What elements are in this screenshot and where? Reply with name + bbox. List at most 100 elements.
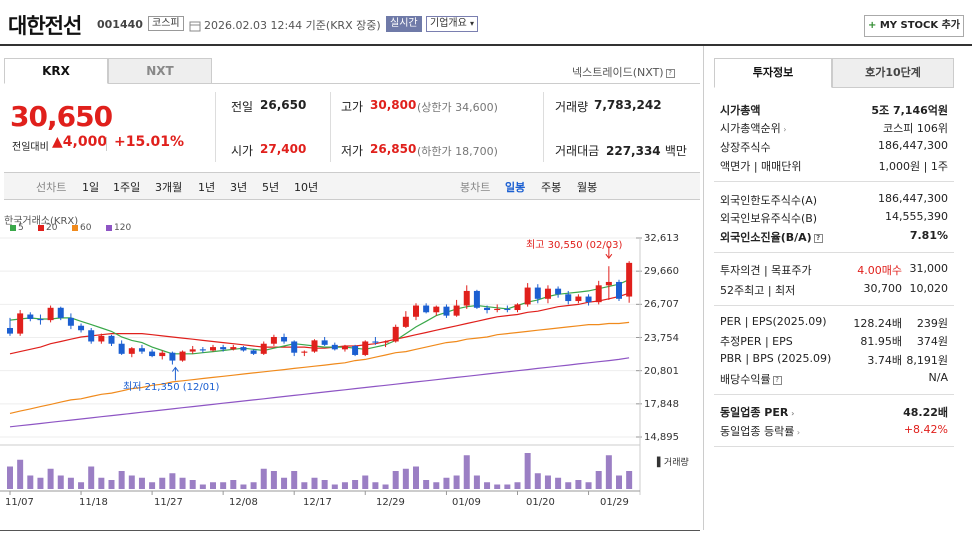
change-label: 전일대비 xyxy=(12,142,49,153)
volume-bar xyxy=(534,473,541,489)
volume-bar xyxy=(585,482,592,489)
info-row: PBR | BPS (2025.09) 3.74배 8,191원 xyxy=(720,352,948,367)
quote-datetime: 2026.02.03 12:44 기준(KRX 장중) xyxy=(204,19,381,32)
candle-body xyxy=(341,345,348,350)
period-3y[interactable]: 3년 xyxy=(230,181,248,194)
candle-body xyxy=(17,313,24,334)
low-annotation: 최저 21,350 (12/01) xyxy=(123,382,220,393)
candle-body xyxy=(67,317,74,326)
volume-bar xyxy=(128,475,135,489)
realtime-button[interactable]: 실시간 xyxy=(386,16,422,32)
candle-body xyxy=(463,290,470,306)
low-value: 26,850 xyxy=(370,142,417,156)
volume-bar xyxy=(159,477,166,489)
volume-bar xyxy=(78,482,85,489)
candle-body xyxy=(433,306,440,313)
period-5y[interactable]: 5년 xyxy=(262,181,280,194)
info-row[interactable]: 동일업종 PER › 48.22배 xyxy=(720,406,948,419)
volume-bar xyxy=(301,482,308,489)
candle-body xyxy=(98,335,105,342)
amount-value: 227,334 백만 xyxy=(606,142,687,159)
candle-body xyxy=(352,345,359,355)
help-icon[interactable]: ? xyxy=(665,68,675,78)
candle-body xyxy=(413,305,419,317)
info-row[interactable]: 동일업종 등락률 › +8.42% xyxy=(720,423,948,438)
candle-body xyxy=(260,343,267,354)
info-row: 시가총액 5조 7,146억원 xyxy=(720,104,948,117)
info-row[interactable]: 시가총액순위 › 코스피 106위 xyxy=(720,122,948,135)
volume-bar xyxy=(362,475,369,489)
price-chart[interactable] xyxy=(0,230,700,530)
volume-bar xyxy=(382,484,389,489)
tab-orderbook[interactable]: 호가10단계 xyxy=(832,58,954,88)
amount-label: 거래대금 xyxy=(555,144,600,158)
tab-invest-info[interactable]: 투자정보 xyxy=(714,58,832,88)
candle-body xyxy=(210,347,216,351)
candle-body xyxy=(331,344,338,350)
period-10y[interactable]: 10년 xyxy=(294,181,319,194)
volume-bar xyxy=(341,482,348,489)
candle-body xyxy=(402,316,409,327)
volume-bar xyxy=(98,477,105,489)
calendar-icon xyxy=(189,17,201,36)
candle-body xyxy=(605,281,612,286)
period-3m[interactable]: 3개월 xyxy=(155,181,183,194)
ma-legend-120: 120 xyxy=(106,223,131,233)
nxt-link[interactable]: 넥스트레이드(NXT)? xyxy=(572,64,675,80)
candle-body xyxy=(453,305,460,316)
company-info-button[interactable]: 기업개요 ▾ xyxy=(426,16,479,32)
volume-bar xyxy=(494,484,501,489)
tab-underline xyxy=(212,83,700,84)
info-row: 상장주식수 186,447,300 xyxy=(720,139,948,154)
info-row: 추정PER | EPS 81.95배 374원 xyxy=(720,335,948,348)
tab-krx[interactable]: KRX xyxy=(4,58,108,84)
volume-bar xyxy=(504,484,511,489)
volume-bar xyxy=(220,482,227,489)
candle-body xyxy=(220,347,227,350)
candle-body xyxy=(189,349,196,352)
change-value: ▲4,000 xyxy=(52,134,107,150)
mystock-add-button[interactable]: + MY STOCK 추가 xyxy=(864,15,964,37)
change-sep xyxy=(106,137,107,151)
help-icon[interactable]: ? xyxy=(772,375,782,385)
period-weekly[interactable]: 주봉 xyxy=(541,181,562,194)
info-row: 액면가 | 매매단위 1,000원 | 1주 xyxy=(720,160,948,173)
candle-body xyxy=(392,326,399,342)
candle-body xyxy=(240,347,247,351)
info-row: 투자의견 | 목표주가 4.00매수 31,000 xyxy=(720,262,948,277)
y-tick-label: 14,895 xyxy=(644,432,679,443)
period-1w[interactable]: 1주일 xyxy=(113,181,141,194)
volume-bar xyxy=(311,477,318,489)
candle-body xyxy=(270,336,277,344)
tab-nxt[interactable]: NXT xyxy=(108,58,212,84)
low-arrow-head xyxy=(172,366,179,372)
stock-code: 001440 xyxy=(97,18,143,31)
period-monthly[interactable]: 월봉 xyxy=(577,181,598,194)
moving-average-ma20 xyxy=(9,292,630,355)
candle-body xyxy=(321,340,328,345)
candle-body xyxy=(149,351,156,357)
volume-bar xyxy=(260,468,267,489)
info-divider xyxy=(714,394,954,395)
volume-bar xyxy=(514,482,521,489)
change-percent: +15.01% xyxy=(114,134,185,150)
x-tick-label: 01/20 xyxy=(526,497,555,508)
candle-body xyxy=(159,352,166,357)
x-tick-label: 12/29 xyxy=(376,497,405,508)
volume-bar xyxy=(433,482,440,489)
period-daily[interactable]: 일봉 xyxy=(505,181,526,194)
y-tick-label: 29,660 xyxy=(644,266,679,277)
moving-average-ma120 xyxy=(9,357,630,428)
volume-bar xyxy=(575,480,582,489)
volume-bar xyxy=(565,482,572,489)
ma-legend-20: 20 xyxy=(38,223,57,233)
y-tick-label: 17,848 xyxy=(644,399,679,410)
period-1y[interactable]: 1년 xyxy=(198,181,216,194)
info-divider xyxy=(714,181,954,182)
period-1d[interactable]: 1일 xyxy=(82,181,100,194)
open-label: 시가 xyxy=(231,144,254,158)
help-icon[interactable]: ? xyxy=(813,233,823,243)
info-row: 외국인한도주식수(A) 186,447,300 xyxy=(720,192,948,207)
volume-bar xyxy=(108,480,115,489)
volume-bar xyxy=(473,475,480,489)
